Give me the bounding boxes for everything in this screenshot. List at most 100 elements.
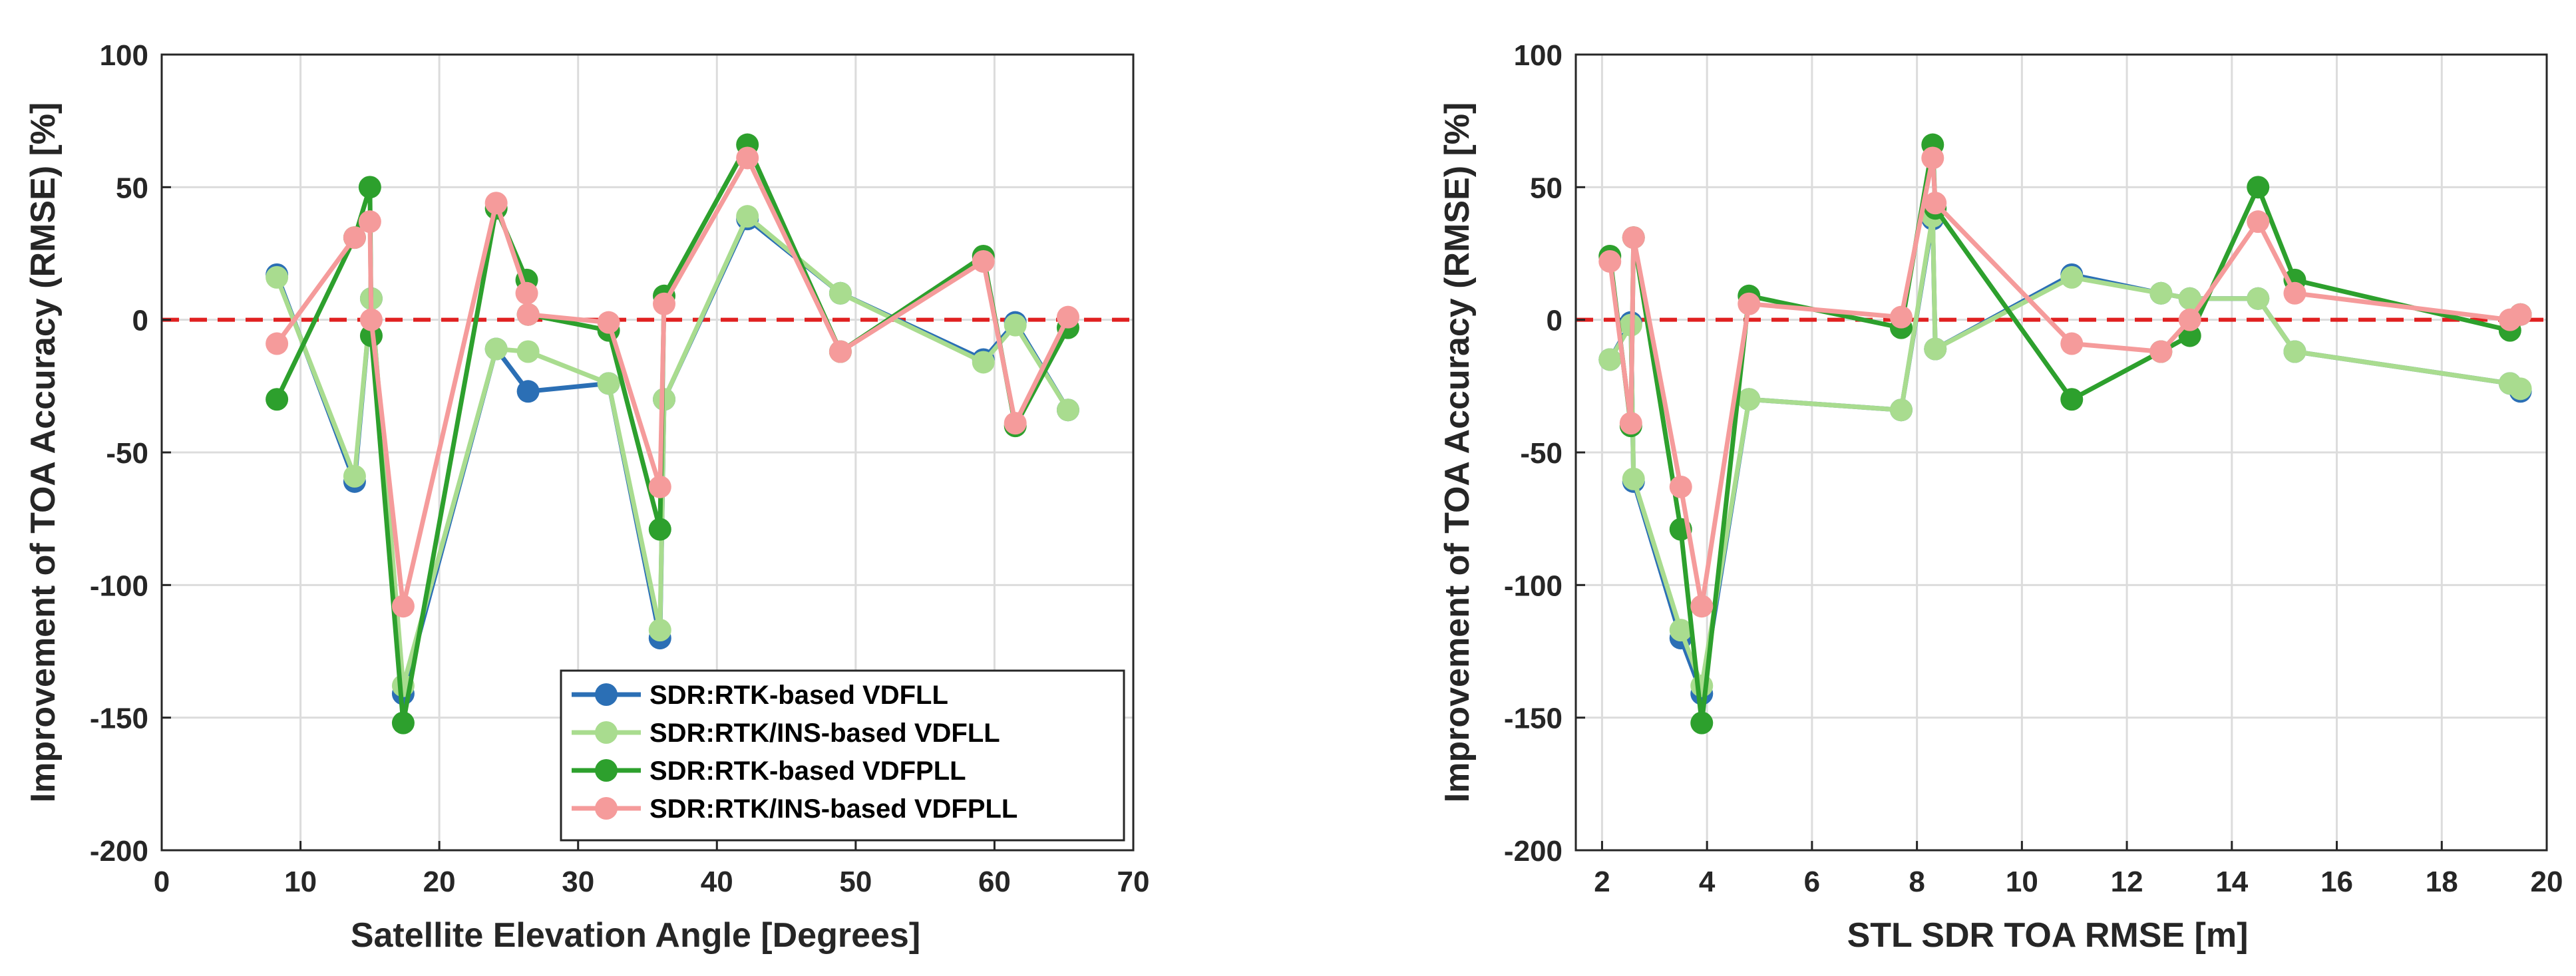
- data-point: [597, 311, 620, 334]
- data-point: [484, 192, 508, 215]
- x-tick-label: 40: [701, 866, 733, 898]
- legend-marker: [595, 683, 618, 706]
- y-tick-label: 0: [132, 305, 148, 337]
- x-tick-label: 20: [2531, 866, 2563, 898]
- legend-label: SDR:RTK/INS-based VDFLL: [649, 719, 1000, 748]
- data-point: [2149, 281, 2173, 305]
- data-point: [1889, 399, 1913, 422]
- data-point: [1738, 388, 1761, 411]
- legend-entry-4: SDR:RTK/INS-based VDFPLL: [572, 794, 1017, 824]
- series-line: [1608, 214, 2522, 689]
- x-tick-label: 12: [2111, 866, 2143, 898]
- data-point: [2060, 332, 2084, 355]
- series-line: [1607, 156, 2522, 609]
- y-tick-label: -100: [1504, 569, 1563, 602]
- data-point: [648, 475, 671, 498]
- data-point: [484, 337, 508, 361]
- data-point: [358, 210, 381, 234]
- data-point: [359, 308, 383, 331]
- data-point: [648, 518, 671, 541]
- y-tick-label: -150: [1504, 703, 1563, 735]
- y-tick-label: 50: [1530, 172, 1563, 204]
- x-axis-label: STL SDR TOA RMSE [m]: [1847, 916, 2249, 955]
- data-point: [2178, 308, 2201, 331]
- x-tick-label: 0: [154, 866, 170, 898]
- legend-entry-2: SDR:RTK/INS-based VDFLL: [572, 719, 1000, 748]
- x-tick-label: 30: [562, 866, 594, 898]
- data-point: [2149, 340, 2173, 363]
- data-point: [391, 595, 415, 618]
- x-tick-label: 20: [423, 866, 456, 898]
- x-tick-label: 2: [1594, 866, 1610, 898]
- legend: SDR:RTK-based VDFLL SDR:RTK/INS-based VDF…: [560, 669, 1125, 842]
- data-point: [1690, 595, 1714, 618]
- legend-label: SDR:RTK/INS-based VDFPLL: [649, 794, 1017, 824]
- data-point: [1924, 337, 1947, 361]
- x-tick-label: 50: [839, 866, 872, 898]
- data-point: [828, 281, 852, 305]
- data-point: [2178, 324, 2201, 347]
- data-point: [516, 380, 540, 403]
- data-point: [1924, 192, 1947, 215]
- data-point: [1056, 305, 1079, 329]
- x-tick-label: 8: [1909, 866, 1925, 898]
- data-point: [1690, 674, 1714, 697]
- x-tick-label: 10: [284, 866, 317, 898]
- legend-label: SDR:RTK-based VDFPLL: [649, 756, 966, 786]
- x-tick-label: 4: [1699, 866, 1716, 898]
- x-tick-label: 6: [1804, 866, 1820, 898]
- x-tick-label: 14: [2215, 866, 2248, 898]
- y-axis-label: Improvement of TOA Accuracy (RMSE) [%]: [24, 102, 63, 803]
- data-point: [391, 711, 415, 734]
- series-2: [1598, 205, 2532, 697]
- data-point: [1004, 313, 1027, 337]
- data-point: [597, 372, 620, 395]
- data-point: [1622, 467, 1645, 490]
- data-point: [653, 292, 676, 315]
- legend-marker: [595, 759, 618, 782]
- series-4: [1598, 146, 2532, 618]
- data-point: [2247, 176, 2270, 199]
- data-point: [1619, 412, 1642, 435]
- x-tick-label: 18: [2426, 866, 2458, 898]
- data-point: [1669, 619, 1692, 642]
- data-point: [266, 265, 289, 289]
- legend-marker: [595, 797, 618, 820]
- data-point: [343, 226, 366, 249]
- series-4: [266, 146, 1079, 618]
- data-point: [2283, 281, 2306, 305]
- y-tick-label: -50: [106, 437, 148, 470]
- data-point: [2060, 265, 2084, 289]
- chart-panel-2: 2 4 6 8 10 12 14 16 18 20 100 50 0 -50 -100 -150 -200 STL…: [1438, 39, 2563, 955]
- y-tick-label: 100: [1514, 39, 1563, 72]
- legend-box: [560, 669, 1125, 842]
- y-tick-label: -100: [90, 569, 148, 602]
- data-point: [1921, 146, 1944, 170]
- y-tick-label: -200: [90, 835, 148, 868]
- legend-label: SDR:RTK-based VDFLL: [649, 681, 948, 710]
- data-point: [2247, 210, 2270, 234]
- data-point: [358, 176, 381, 199]
- data-point: [1622, 226, 1645, 249]
- x-tick-label: 10: [2006, 866, 2038, 898]
- data-point: [343, 464, 366, 488]
- y-tick-label: -50: [1520, 437, 1563, 470]
- data-point: [1690, 711, 1714, 734]
- y-tick-label: 100: [100, 39, 148, 72]
- y-tick-label: -200: [1504, 835, 1563, 868]
- data-point: [2509, 303, 2532, 326]
- data-point: [736, 205, 759, 228]
- data-point: [1056, 399, 1079, 422]
- chart-panel-1: 0 10 20 30 40 50 60 70 100 50 0 -50 -100 -150 -200 Sate…: [24, 39, 1149, 955]
- data-point: [1598, 348, 1622, 371]
- y-tick-label: -150: [90, 703, 148, 735]
- data-point: [1004, 412, 1027, 435]
- data-point: [1669, 475, 1692, 498]
- data-point: [2247, 287, 2270, 310]
- x-tick-label: 70: [1117, 866, 1150, 898]
- data-point: [1598, 249, 1622, 273]
- data-point: [828, 340, 852, 363]
- data-point: [515, 281, 538, 305]
- data-point: [266, 332, 289, 355]
